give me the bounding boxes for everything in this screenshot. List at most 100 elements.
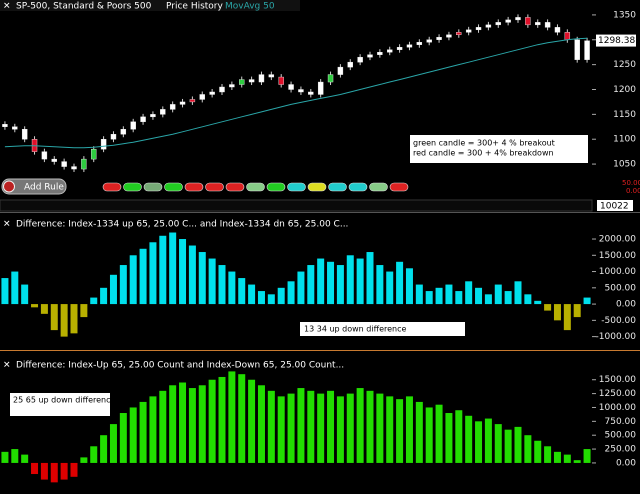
candle-body [278, 76, 284, 85]
bar [336, 396, 344, 463]
rule-pill[interactable] [307, 182, 327, 192]
bar [484, 294, 492, 305]
bar [563, 454, 571, 463]
close-icon[interactable]: ✕ [3, 361, 11, 371]
close-icon[interactable]: ✕ [3, 2, 11, 12]
chart-subtitle: Price History [166, 2, 224, 12]
rule-pill[interactable] [102, 182, 122, 192]
y-tick-label: 1350 [613, 10, 636, 20]
bar [396, 261, 404, 305]
candle-body [2, 124, 8, 127]
candle-body [209, 91, 215, 95]
button-label[interactable]: Add Rule [24, 183, 64, 193]
candle-body [199, 94, 205, 100]
rule-pill[interactable] [246, 182, 265, 192]
candle-body [258, 74, 265, 83]
side-label: 50.00 [622, 179, 640, 187]
rule-pill[interactable] [328, 182, 347, 192]
bar [514, 426, 522, 463]
candle-body [475, 27, 482, 31]
bar [80, 304, 88, 318]
bar [208, 258, 216, 305]
bar [376, 393, 384, 463]
y-tick-label: 1500.00 [599, 375, 636, 385]
value-box [597, 200, 633, 211]
bar [415, 401, 423, 463]
bar [228, 371, 236, 463]
bar [109, 424, 117, 463]
bar [356, 258, 364, 305]
rule-pill[interactable] [164, 182, 183, 192]
bar [327, 261, 335, 305]
bar [573, 460, 581, 463]
y-tick-label: 500.00 [605, 283, 637, 293]
candle-body [91, 148, 97, 160]
candle-body [436, 37, 442, 40]
bar [139, 401, 147, 463]
bar [317, 258, 325, 305]
bar [159, 235, 167, 305]
candle-body [574, 39, 580, 60]
bar [109, 274, 117, 305]
bar [90, 297, 98, 305]
rule-pill[interactable] [143, 182, 163, 192]
bar [1, 278, 9, 305]
add-rule-button[interactable]: Add Rule [1, 178, 67, 195]
candle-body [120, 129, 127, 135]
y-tick-label: 750.00 [605, 417, 637, 427]
panel-title: Difference: Index-Up 65, 25.00 Count and… [16, 361, 344, 371]
annotation: red candle = 300 + 4% breakdown [413, 149, 554, 158]
bar [139, 248, 147, 305]
rule-pill[interactable] [348, 182, 368, 192]
bar [287, 393, 295, 463]
candle-body [357, 56, 363, 63]
rule-pill[interactable] [369, 182, 388, 192]
bar [465, 415, 473, 463]
candle-body [515, 17, 521, 21]
annotation: 25 65 up down difference [13, 396, 116, 405]
bar [425, 291, 433, 305]
legend-entry: MovAvg 50 [225, 2, 275, 12]
bar [504, 291, 512, 305]
chart-header [0, 0, 300, 11]
candle-body [219, 86, 225, 93]
y-tick-label: 1250 [613, 60, 636, 70]
annotation-box [10, 393, 110, 416]
bar [277, 396, 285, 463]
y-tick-label: 1050 [613, 160, 636, 170]
rule-pill[interactable] [123, 182, 142, 192]
candle-body [41, 151, 48, 160]
button-body[interactable] [1, 178, 67, 195]
bar [218, 265, 226, 305]
rule-pill[interactable] [205, 182, 224, 192]
rule-pill[interactable] [389, 182, 409, 192]
bar [524, 294, 532, 305]
rule-pill[interactable] [287, 182, 306, 192]
bar [179, 382, 187, 463]
bar [31, 462, 39, 475]
candle-body [377, 52, 383, 55]
bar [455, 410, 463, 463]
bar [346, 393, 354, 463]
y-tick-label: 1250.00 [599, 389, 636, 399]
bar [366, 252, 374, 305]
bar [50, 304, 58, 331]
chart-title: SP-500, Standard & Poors 500 [16, 2, 152, 12]
rule-pills [102, 182, 409, 192]
plots: 13501300125012001150110010501298.382000.… [1, 10, 637, 483]
candle-body [337, 66, 344, 75]
bar [188, 245, 196, 305]
candle-body [327, 74, 334, 83]
rule-pill[interactable] [184, 182, 204, 192]
bar [366, 390, 374, 463]
candle-body [268, 74, 275, 78]
bar [208, 379, 216, 463]
candle-body [169, 104, 176, 110]
bar [425, 407, 433, 463]
close-icon[interactable]: ✕ [3, 220, 11, 230]
rule-pill[interactable] [266, 182, 286, 192]
bar [40, 304, 48, 314]
bar [1, 451, 9, 463]
rule-pill[interactable] [225, 182, 245, 192]
